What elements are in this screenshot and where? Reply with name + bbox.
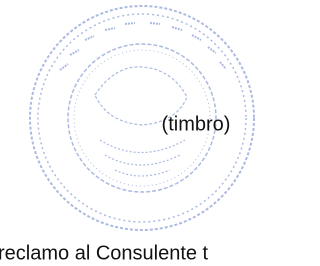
stamp-label: (timbro): [162, 113, 231, 135]
page: (timbro) reclamo al Consulente t (() => …: [0, 0, 280, 266]
footer-text: reclamo al Consulente t: [0, 242, 209, 264]
document: (timbro) reclamo al Consulente t: [0, 0, 280, 266]
